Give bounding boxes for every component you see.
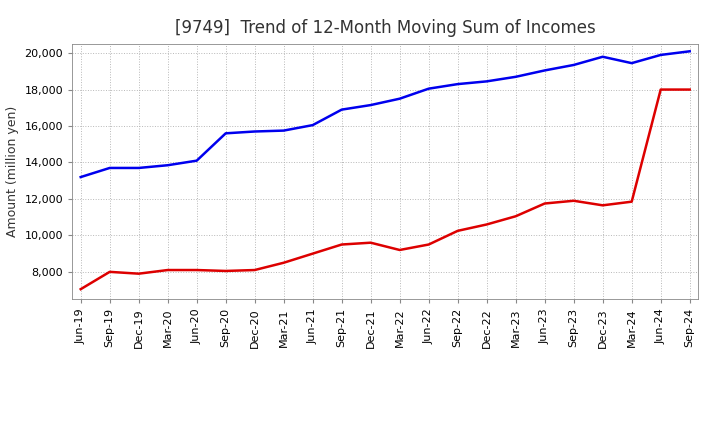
Net Income — [657, 87, 665, 92]
Net Income — [105, 269, 114, 275]
Net Income — [541, 201, 549, 206]
Net Income — [482, 222, 491, 227]
Ordinary Income — [511, 74, 520, 80]
Net Income — [192, 268, 201, 273]
Net Income — [598, 203, 607, 208]
Net Income — [511, 214, 520, 219]
Ordinary Income — [338, 107, 346, 112]
Ordinary Income — [685, 49, 694, 54]
Legend: Ordinary Income, Net Income: Ordinary Income, Net Income — [215, 439, 555, 440]
Ordinary Income — [135, 165, 143, 171]
Net Income — [308, 251, 317, 256]
Title: [9749]  Trend of 12-Month Moving Sum of Incomes: [9749] Trend of 12-Month Moving Sum of I… — [175, 19, 595, 37]
Ordinary Income — [454, 81, 462, 87]
Ordinary Income — [251, 129, 259, 134]
Ordinary Income — [105, 165, 114, 171]
Ordinary Income — [598, 54, 607, 59]
Y-axis label: Amount (million yen): Amount (million yen) — [6, 106, 19, 237]
Ordinary Income — [192, 158, 201, 163]
Net Income — [627, 199, 636, 204]
Ordinary Income — [424, 86, 433, 92]
Net Income — [454, 228, 462, 234]
Net Income — [279, 260, 288, 265]
Ordinary Income — [482, 79, 491, 84]
Ordinary Income — [163, 162, 172, 168]
Net Income — [338, 242, 346, 247]
Ordinary Income — [657, 52, 665, 58]
Line: Ordinary Income: Ordinary Income — [81, 51, 690, 177]
Net Income — [685, 87, 694, 92]
Net Income — [395, 247, 404, 253]
Ordinary Income — [76, 174, 85, 180]
Net Income — [570, 198, 578, 203]
Net Income — [251, 268, 259, 273]
Net Income — [135, 271, 143, 276]
Net Income — [221, 268, 230, 274]
Net Income — [163, 268, 172, 273]
Ordinary Income — [366, 103, 375, 108]
Ordinary Income — [627, 60, 636, 66]
Ordinary Income — [395, 96, 404, 101]
Ordinary Income — [541, 68, 549, 73]
Net Income — [424, 242, 433, 247]
Ordinary Income — [279, 128, 288, 133]
Net Income — [76, 286, 85, 292]
Ordinary Income — [221, 131, 230, 136]
Ordinary Income — [570, 62, 578, 68]
Net Income — [366, 240, 375, 246]
Line: Net Income: Net Income — [81, 90, 690, 289]
Ordinary Income — [308, 122, 317, 128]
